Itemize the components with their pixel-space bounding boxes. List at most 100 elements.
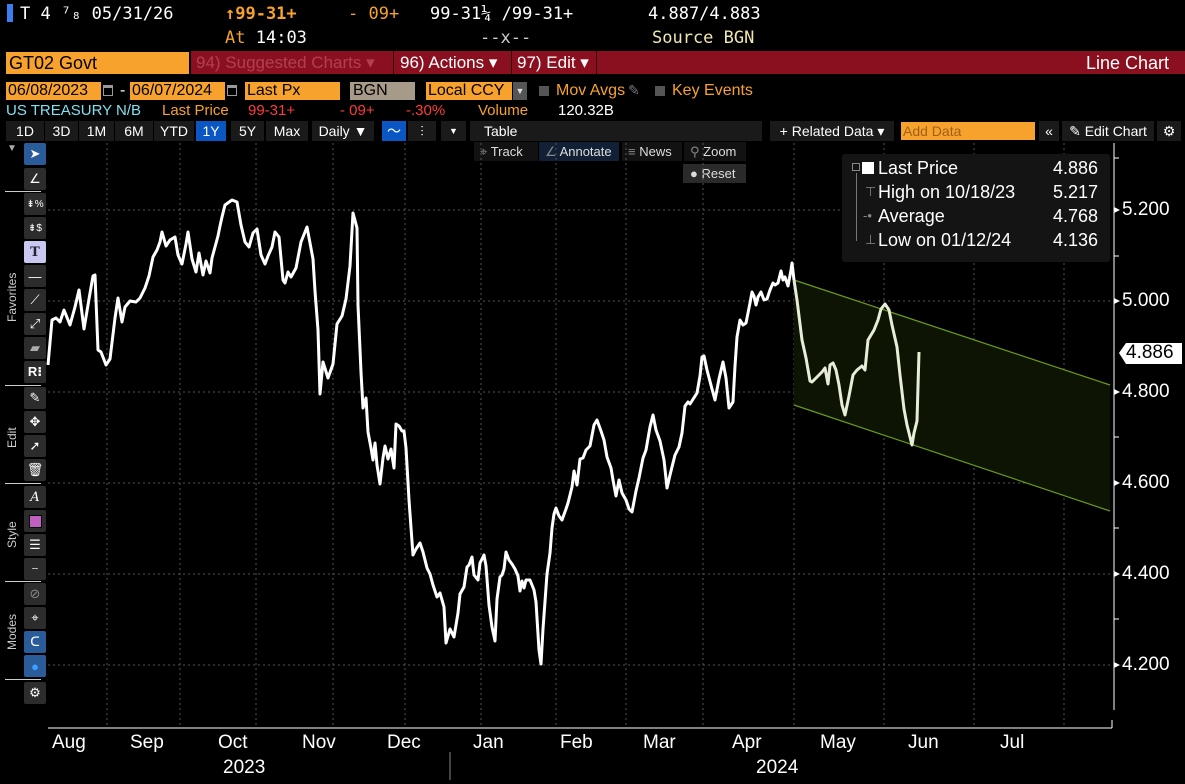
period-5y[interactable]: 5Y: [231, 121, 264, 141]
y-tick-label: 5.200: [1122, 199, 1170, 220]
line-style-icon[interactable]: ┄: [24, 558, 46, 580]
pencil-icon[interactable]: ✎: [628, 82, 640, 98]
time-value: 14:03: [255, 28, 307, 48]
add-data-input[interactable]: Add Data: [901, 122, 1035, 140]
draw-line-icon[interactable]: ∠: [24, 168, 46, 190]
end-date-input[interactable]: 06/07/2024: [130, 82, 225, 100]
chart-type-dropdown-icon[interactable]: ▼: [441, 121, 466, 141]
year-label: 2023: [223, 757, 266, 778]
source-label: Source: [652, 28, 714, 48]
color-mode-icon[interactable]: ●: [24, 655, 46, 677]
select-add-icon[interactable]: ➚: [24, 435, 46, 457]
period-3d[interactable]: 3D: [45, 121, 78, 141]
x-tick-label: Apr: [732, 732, 762, 753]
yields: 4.887/4.883: [648, 4, 761, 24]
trash-icon[interactable]: 🗑: [24, 459, 46, 481]
legend-average-value: 4.768: [1052, 206, 1098, 226]
legend-low-value: 4.136: [1052, 230, 1098, 250]
period-1m[interactable]: 1M: [79, 121, 114, 141]
currency-select[interactable]: Local CCY: [426, 82, 512, 100]
sidebar-collapse-icon[interactable]: ▼: [7, 143, 17, 154]
key-events-checkbox[interactable]: [655, 86, 665, 96]
annotate-button[interactable]: ∠ Annotate: [539, 142, 619, 161]
percent-tool-icon[interactable]: ⇟%: [24, 193, 46, 215]
price-line-channel: [792, 279, 921, 447]
pencil-icon: ✎: [1069, 123, 1081, 139]
divider: [5, 483, 41, 484]
start-date-input[interactable]: 06/08/2023: [6, 82, 101, 100]
edit-button[interactable]: 97) Edit ▾: [517, 53, 589, 72]
chevron-down-icon[interactable]: ▼: [513, 82, 527, 100]
collapse-legend-icon[interactable]: [852, 163, 860, 171]
legend-panel: [842, 154, 1110, 262]
y-tick-label: 4.400: [1122, 563, 1170, 584]
divider: [596, 51, 597, 74]
frequency-select[interactable]: Daily ▼: [312, 121, 374, 141]
calendar-icon[interactable]: [227, 85, 237, 96]
legend-average-label: Average: [878, 206, 945, 226]
mov-avgs-label[interactable]: Mov Avgs: [556, 82, 626, 99]
x-tick-label: Feb: [560, 732, 593, 753]
last-price-label: Last Price: [162, 102, 229, 119]
regression-icon[interactable]: R⁝: [24, 361, 46, 383]
lock-crosshair-icon[interactable]: ⌖: [24, 607, 46, 629]
collapse-icon[interactable]: «: [1039, 121, 1059, 141]
legend-high-label: High on 10/18/23: [878, 182, 1016, 202]
reset-label: Reset: [701, 166, 736, 181]
security-indicator: [7, 4, 13, 22]
line-chart-icon[interactable]: 〜: [382, 121, 406, 141]
zoom-label: Zoom: [703, 144, 737, 159]
period-1y[interactable]: 1Y: [196, 121, 226, 141]
suggested-charts-button[interactable]: 94) Suggested Charts ▾: [196, 53, 375, 72]
color-swatch-icon[interactable]: [24, 510, 46, 532]
reset-button[interactable]: ● Reset: [683, 164, 746, 183]
period-max[interactable]: Max: [266, 121, 308, 141]
year-label: 2024: [756, 757, 799, 778]
last-trade: ↑99-31+: [225, 4, 297, 24]
bar-chart-icon[interactable]: ⫶: [408, 121, 436, 141]
dollar-tool-icon[interactable]: ⇟$: [24, 217, 46, 239]
actions-button[interactable]: 96) Actions ▾: [400, 53, 498, 72]
title-bar: [191, 51, 1185, 74]
horizontal-line-icon[interactable]: —: [24, 265, 46, 287]
high-marker-icon: ⊤: [865, 184, 877, 199]
mov-avgs-checkbox[interactable]: [539, 86, 549, 96]
related-data-button[interactable]: + Related Data ▾: [770, 121, 894, 141]
table-button[interactable]: Table: [470, 121, 762, 141]
bid-ask: 99-31¼ /99-31+: [430, 4, 574, 24]
last-value-tag: [1119, 343, 1182, 364]
trendline-icon[interactable]: ⟋: [24, 289, 46, 311]
period-1d[interactable]: 1D: [6, 121, 44, 141]
edit-chart-button[interactable]: ✎ Edit Chart: [1062, 121, 1154, 141]
font-icon[interactable]: A: [24, 486, 46, 508]
period-6m[interactable]: 6M: [115, 121, 153, 141]
link-icon[interactable]: ⊘: [24, 583, 46, 605]
pct-change-value: -.30%: [406, 102, 446, 119]
news-button[interactable]: ≡ News: [622, 142, 682, 161]
field-input[interactable]: Last Px: [245, 82, 340, 100]
calendar-icon[interactable]: [103, 85, 113, 96]
y-tick-label: 4.600: [1122, 472, 1170, 493]
track-button[interactable]: ⌖ Track: [474, 142, 538, 161]
y-tick-label: 5.000: [1122, 290, 1170, 311]
line-width-icon[interactable]: ☰: [24, 534, 46, 556]
settings-gear-icon[interactable]: ⚙: [24, 682, 46, 704]
trendline-extended-icon[interactable]: ⤢: [24, 313, 46, 335]
track-label: Track: [490, 144, 523, 159]
pencil-icon[interactable]: ✎: [24, 387, 46, 409]
x-tick-label: Mar: [643, 732, 676, 753]
source-input[interactable]: BGN: [350, 82, 415, 100]
x-tick-label: Nov: [302, 732, 336, 753]
security-input[interactable]: GT02 Govt: [6, 52, 189, 74]
period-ytd[interactable]: YTD: [154, 121, 194, 141]
chart-type-title: Line Chart: [1085, 53, 1169, 73]
text-tool-icon[interactable]: T: [24, 241, 46, 263]
key-events-label[interactable]: Key Events: [672, 82, 753, 99]
zoom-button[interactable]: ⚲ Zoom: [684, 142, 746, 161]
move-icon[interactable]: ✥: [24, 411, 46, 433]
pointer-icon[interactable]: ➤: [24, 143, 46, 165]
channel-icon[interactable]: ▰: [24, 337, 46, 359]
magnet-icon[interactable]: ᑕ: [24, 631, 46, 653]
gear-icon[interactable]: ⚙: [1157, 121, 1181, 141]
